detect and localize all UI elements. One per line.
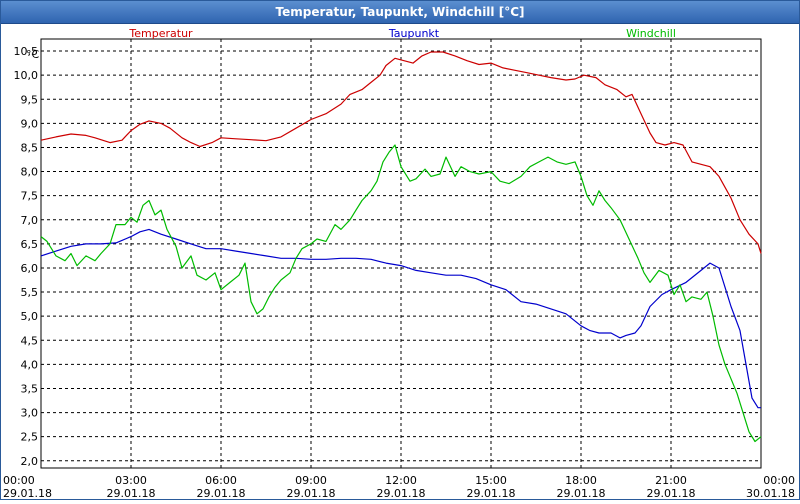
legend-taupunkt: Taupunkt [388,27,440,40]
x-tick-time: 15:00 [475,474,507,487]
x-tick-time: 12:00 [385,474,417,487]
legend-temperatur: Temperatur [128,27,193,40]
y-tick-label: 2,0 [21,455,39,468]
legend-windchill: Windchill [626,27,676,40]
x-tick-time: 18:00 [565,474,597,487]
chart-title: Temperatur, Taupunkt, Windchill [°C] [1,1,799,24]
y-tick-label: 4,5 [21,334,39,347]
series-line-windchill [40,144,762,443]
x-tick-date: 29.01.18 [557,487,606,500]
y-tick-label: 7,0 [21,214,39,227]
y-tick-label: 6,0 [21,262,39,275]
y-tick-label: 3,5 [21,382,39,395]
x-tick-date: 29.01.18 [467,487,516,500]
x-tick-time: 00:00 [3,474,35,487]
y-tick-label: 6,5 [21,238,39,251]
plot-frame [40,38,762,469]
y-unit-label: °C [26,48,40,61]
chart-area: 2,0 2,5 3,0 3,5 4,0 4,5 5,0 5,5 6,0 6,5 7,0 7,5 8,0 8… [3,27,795,500]
y-tick-label: 9,0 [21,117,39,130]
y-tick-label: 7,5 [21,190,39,203]
y-tick-label: 9,5 [21,93,39,106]
x-tick-date: 29.01.18 [197,487,246,500]
series-line-temperatur [40,51,762,254]
y-tick-label: 10,5 [14,45,39,58]
y-tick-label: 5,0 [21,310,39,323]
y-tick-label: 5,5 [21,286,39,299]
x-tick-date: 29.01.18 [107,487,156,500]
x-tick-time: 21:00 [655,474,687,487]
x-tick-date: 29.01.18 [377,487,426,500]
x-tick-time: 03:00 [115,474,147,487]
x-tick-time: 00:00 [763,474,795,487]
x-tick-date: 30.01.18 [746,487,795,500]
y-tick-label: 2,5 [21,431,39,444]
y-tick-label: 3,0 [21,407,39,420]
y-tick-label: 4,0 [21,358,39,371]
x-tick-date: 29.01.18 [647,487,696,500]
y-tick-label: 10,0 [14,69,39,82]
x-tick-time: 06:00 [205,474,237,487]
x-tick-time: 09:00 [295,474,327,487]
x-tick-date: 29.01.18 [3,487,52,500]
x-tick-date: 29.01.18 [287,487,336,500]
y-tick-label: 8,5 [21,141,39,154]
y-tick-label: 8,0 [21,166,39,179]
